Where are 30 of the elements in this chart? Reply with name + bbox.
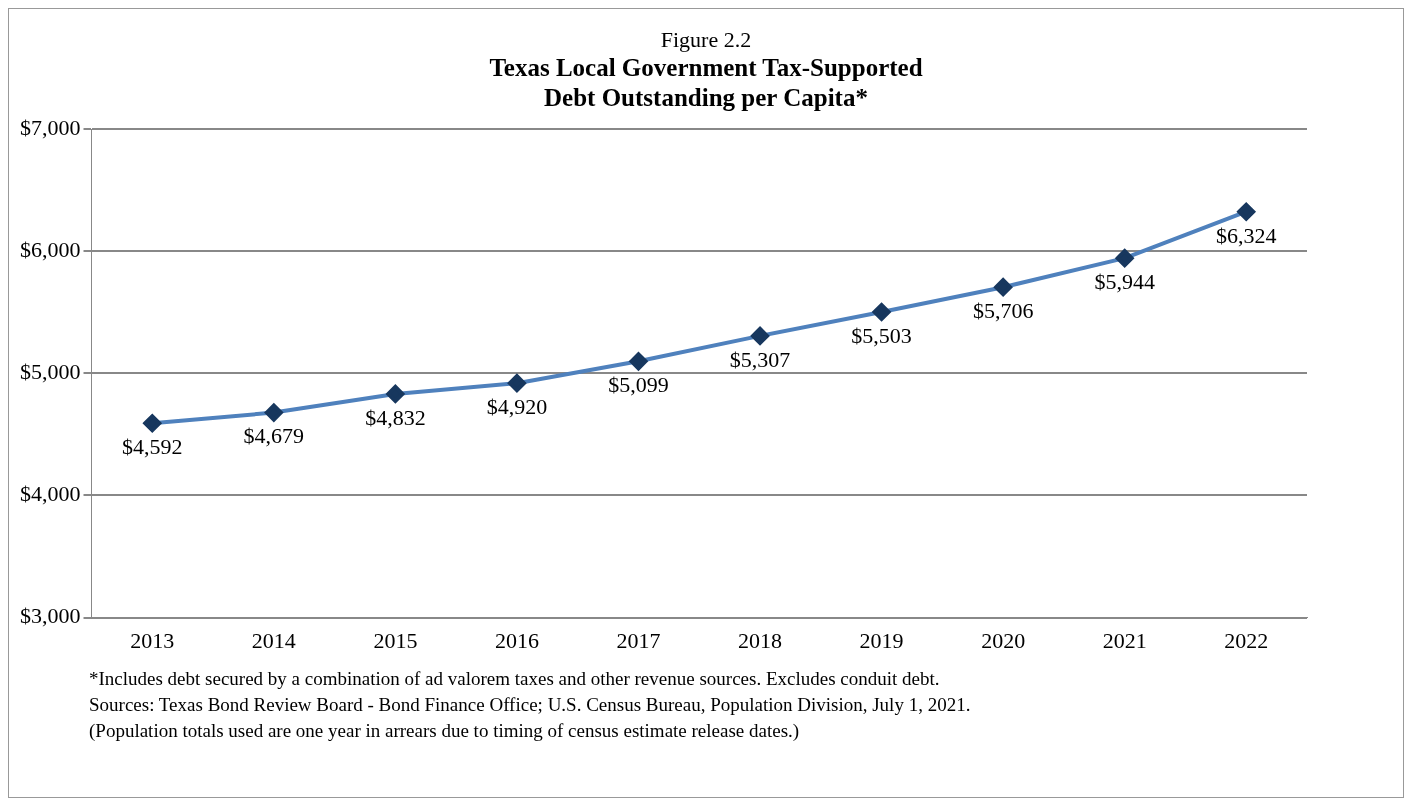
x-tick-label: 2013 [130,627,175,653]
data-label: $5,706 [972,297,1034,323]
source-note: Sources: Texas Bond Review Board - Bond Finance Office; U.S. Census Bureau, Population Division, July 1, 2021. [89,693,972,717]
x-tick-label: 2017 [616,627,661,653]
y-tick-label: $4,000 [20,481,81,507]
chart-title: Texas Local Government Tax-Supported Debt Outstanding per Capita* [488,53,924,113]
data-label: $5,503 [851,322,912,348]
x-tick-label: 2020 [981,627,1026,653]
x-tick-label: 2016 [494,627,539,653]
x-tick-label: 2018 [738,627,783,653]
data-label: $4,679 [243,423,305,449]
x-tick-label: 2015 [373,627,418,653]
x-tick-label: 2021 [1102,627,1147,653]
x-tick-label: 2022 [1224,627,1269,653]
chart-subtitle: Figure 2.2 [659,27,753,53]
text: (Population totals used are one year in arrears due to timing of census estimate release dates.) [89,719,801,743]
y-tick-label: $6,000 [20,237,81,263]
x-tick-label: 2019 [859,627,904,653]
data-label: $4,920 [486,393,548,419]
data-label: $5,099 [608,372,669,398]
y-tick-label: $3,000 [20,603,81,629]
data-label: $5,307 [729,346,791,372]
y-tick-label: $5,000 [20,359,81,385]
data-label: $4,832 [365,404,426,430]
y-tick-label: $7,000 [20,114,81,140]
data-label: $5,944 [1094,268,1155,294]
data-label: $6,324 [1215,222,1277,248]
data-label: $4,592 [122,434,183,459]
x-tick-label: 2014 [251,627,296,653]
text: *Includes debt secured by a combination of ad valorem taxes and other revenue sources. Excludes conduit debt. [89,667,941,691]
